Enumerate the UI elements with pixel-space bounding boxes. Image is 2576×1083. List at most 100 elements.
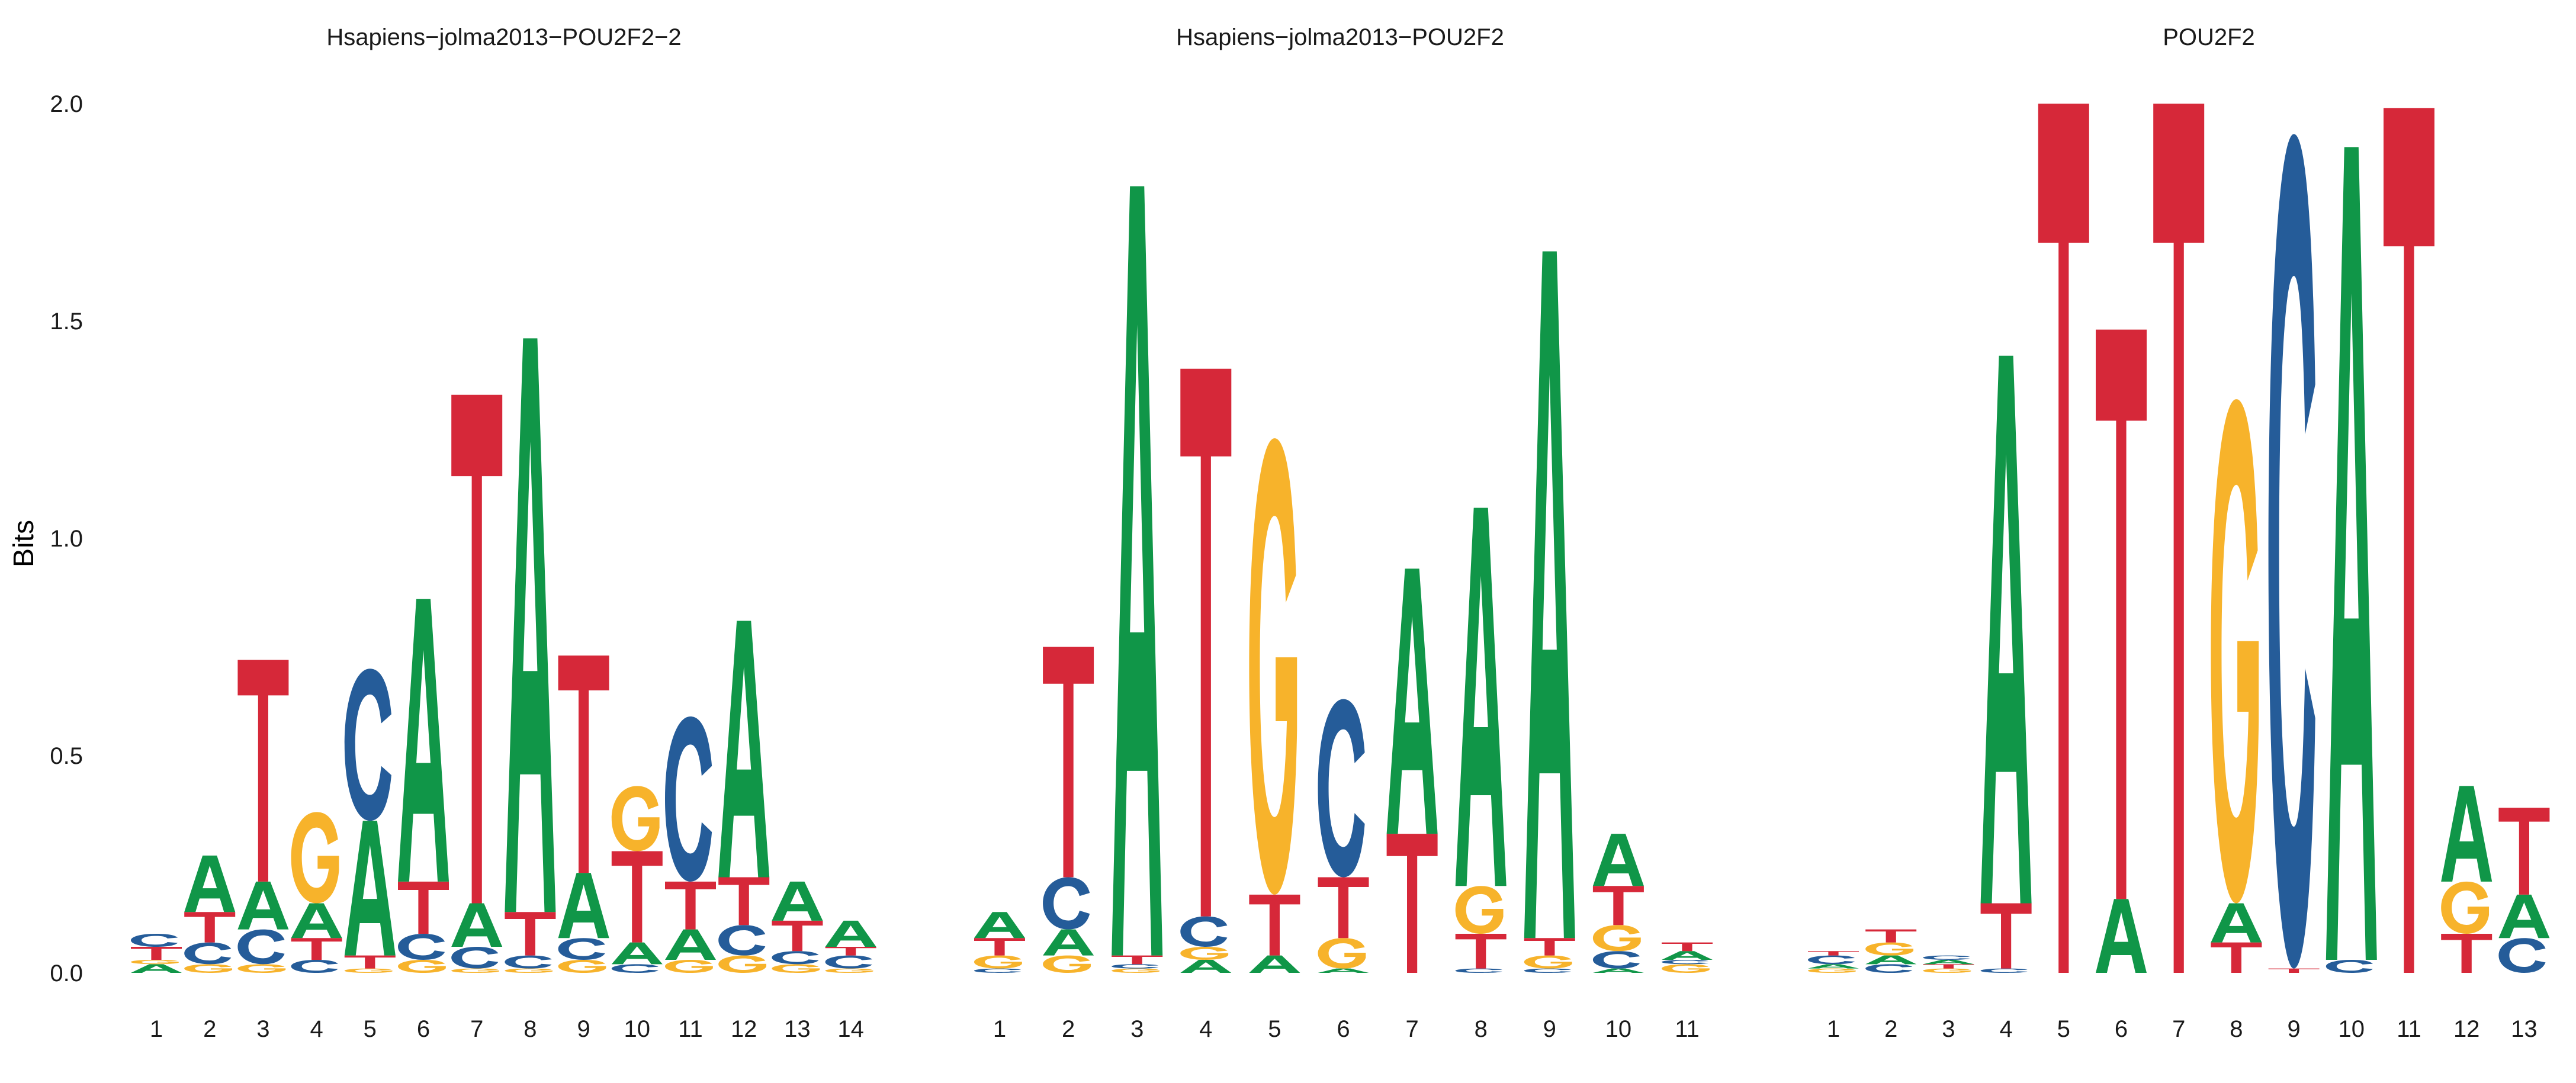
logo-letter-a [611,942,663,965]
panel-title: Hsapiens−jolma2013−POU2F2 [1176,24,1504,50]
x-tick-label: 5 [1268,1016,1281,1042]
x-tick-label: 8 [523,1016,537,1042]
logo-letter-g [825,968,873,973]
logo-letter-g [505,968,553,973]
logo-letter-t [2211,942,2262,973]
logo-letter-a [1524,251,1575,939]
logo-letter-g [611,786,660,851]
x-tick-label: 6 [417,1016,430,1042]
logo-letter-g [291,812,339,904]
x-tick-label: 9 [1543,1016,1556,1042]
logo-letter-t [1112,955,1163,965]
logo-letter-a [1808,964,1859,969]
logo-letter-c [1592,951,1640,969]
logo-letter-t [1923,964,1974,969]
x-tick-label: 9 [2287,1016,2300,1042]
logo-letter-t [1249,894,1300,956]
x-tick-label: 4 [1999,1016,2012,1042]
logo-letter-a [825,920,876,947]
logo-letter-t [291,938,342,960]
logo-letter-t [2384,108,2434,973]
logo-position [772,881,823,973]
logo-position [1662,942,1713,973]
logo-letter-t [131,946,182,960]
x-tick-label: 8 [2230,1016,2243,1042]
logo-position [2096,329,2147,973]
y-tick-label: 0.0 [50,960,83,986]
logo-letter-c [237,929,285,965]
x-tick-label: 10 [2339,1016,2365,1042]
logo-letter-t [505,912,556,956]
logo-letter-c [2268,134,2315,969]
logo-letter-a [2211,903,2262,943]
logo-letter-a [2326,147,2377,960]
logo-letter-a [1923,959,1974,965]
logo-letter-c [1808,955,1855,965]
logo-position [2441,786,2493,973]
logo-letter-t [398,881,449,934]
logo-letter-a [1386,568,1438,834]
logo-letter-g [1249,438,1297,895]
x-tick-label: 11 [1675,1016,1700,1042]
x-tick-label: 5 [2057,1016,2070,1042]
logo-panel: Hsapiens−jolma2013−POU2F2 1 2 3 4 5 6 7 8 9 10 11 [974,24,1713,1042]
logo-position [505,338,556,973]
logo-letter-c [718,925,766,956]
logo-position [1180,368,1232,973]
x-tick-label: 9 [577,1016,590,1042]
logo-letter-c [291,959,338,973]
logo-letter-g [451,968,500,973]
x-tick-label: 13 [784,1016,811,1042]
logo-letter-c [558,938,605,960]
logo-letter-c [825,955,872,969]
logo-letter-c [1662,959,1709,965]
logo-position [825,920,876,973]
logo-letter-t [611,851,663,943]
logo-position [2153,104,2205,973]
logo-panel: Hsapiens−jolma2013−POU2F2−21 2 3 4 5 6 7 8 9 10 11… [131,24,876,1042]
logo-position [2326,147,2377,973]
logo-letter-a [772,881,823,921]
logo-letter-g [1524,955,1572,969]
logo-letter-c [344,669,391,821]
logo-letter-t [1318,877,1369,939]
logo-letter-a [665,929,716,960]
y-tick-label: 0.5 [50,743,83,769]
logo-letter-a [451,903,503,947]
logo-letter-g [184,964,233,973]
logo-position [398,599,449,973]
x-tick-label: 4 [1199,1016,1212,1042]
logo-letter-g [1808,968,1856,973]
logo-letter-g [1923,968,1971,973]
logo-letter-c [772,951,819,965]
logo-position [1249,438,1300,973]
x-tick-label: 8 [1475,1016,1488,1042]
logo-position [1524,251,1575,973]
logo-position [1865,929,1917,973]
logo-letter-c [665,716,712,882]
x-tick-label: 12 [2453,1016,2480,1042]
logo-position [184,855,236,973]
logo-letter-t [451,394,503,904]
x-tick-label: 3 [1942,1016,1955,1042]
logo-letter-a [1865,955,1917,965]
logo-letter-t [718,877,770,925]
logo-letter-t [1980,903,2032,969]
y-tick-label: 2.0 [50,91,83,117]
logo-letter-g [1455,886,1504,934]
x-tick-label: 7 [1405,1016,1418,1042]
x-tick-label: 12 [731,1016,757,1042]
logo-letter-g [2211,399,2259,904]
logo-letter-t [825,946,876,956]
logo-letter-t [665,881,716,930]
x-tick-label: 11 [678,1016,703,1042]
logo-letter-c [1318,699,1365,878]
logo-letter-t [974,938,1025,956]
x-tick-label: 3 [1130,1016,1144,1042]
logo-letter-c [451,946,499,969]
logo-letter-g [237,964,286,973]
logo-letter-t [2153,104,2205,973]
